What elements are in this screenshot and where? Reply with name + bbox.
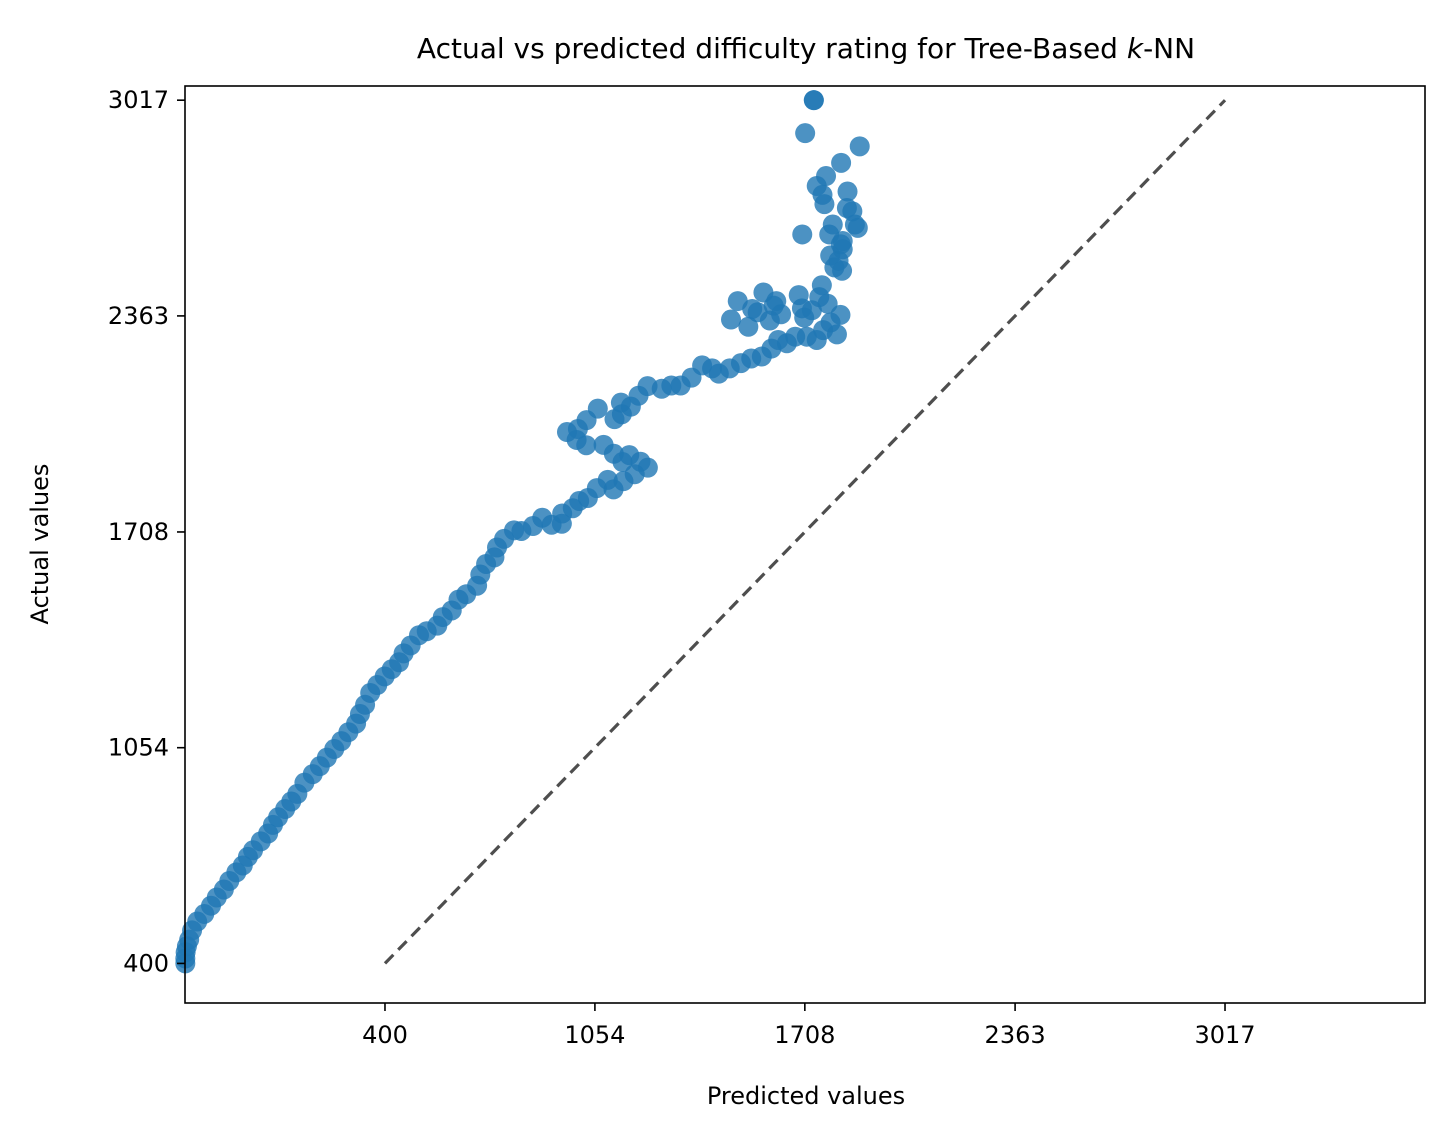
data-point [837, 181, 858, 202]
chart-title-main: Actual vs predicted difficulty rating fo… [417, 32, 1127, 65]
data-point [817, 293, 838, 314]
data-point [788, 285, 809, 306]
data-point [771, 304, 792, 325]
x-tick-label: 1054 [564, 1021, 625, 1049]
data-point [753, 282, 774, 303]
x-axis-ticks: 400 1054 1708 2363 3017 [362, 1003, 1256, 1049]
y-axis-ticks: 400 1054 1708 2363 3017 [108, 86, 185, 977]
y-tick-label: 1708 [108, 518, 169, 546]
data-point [738, 316, 759, 337]
data-point [727, 291, 748, 312]
chart-title-italic: k [1127, 32, 1145, 65]
y-tick-label: 400 [123, 949, 169, 977]
x-tick-label: 2363 [985, 1021, 1046, 1049]
chart-title-suffix: -NN [1143, 32, 1195, 65]
data-point [831, 152, 852, 173]
data-point [792, 224, 813, 245]
data-point [803, 90, 824, 111]
data-point [576, 435, 597, 456]
data-point [814, 194, 835, 215]
identity-line [383, 99, 1227, 965]
x-tick-label: 3017 [1194, 1021, 1255, 1049]
x-tick-label: 1708 [774, 1021, 835, 1049]
y-tick-label: 2363 [108, 302, 169, 330]
data-point [801, 300, 822, 321]
y-axis-label: Actual values [26, 464, 54, 625]
data-point [849, 136, 870, 157]
data-point [824, 257, 845, 278]
x-tick-label: 400 [362, 1021, 408, 1049]
data-point [847, 217, 868, 238]
data-points [175, 90, 870, 974]
chart-title: Actual vs predicted difficulty rating fo… [417, 32, 1195, 65]
data-point [795, 123, 816, 144]
data-point [604, 409, 625, 430]
x-axis-label: Predicted values [707, 1082, 905, 1110]
data-point [721, 309, 742, 330]
y-tick-label: 1054 [108, 734, 169, 762]
y-tick-label: 3017 [108, 86, 169, 114]
